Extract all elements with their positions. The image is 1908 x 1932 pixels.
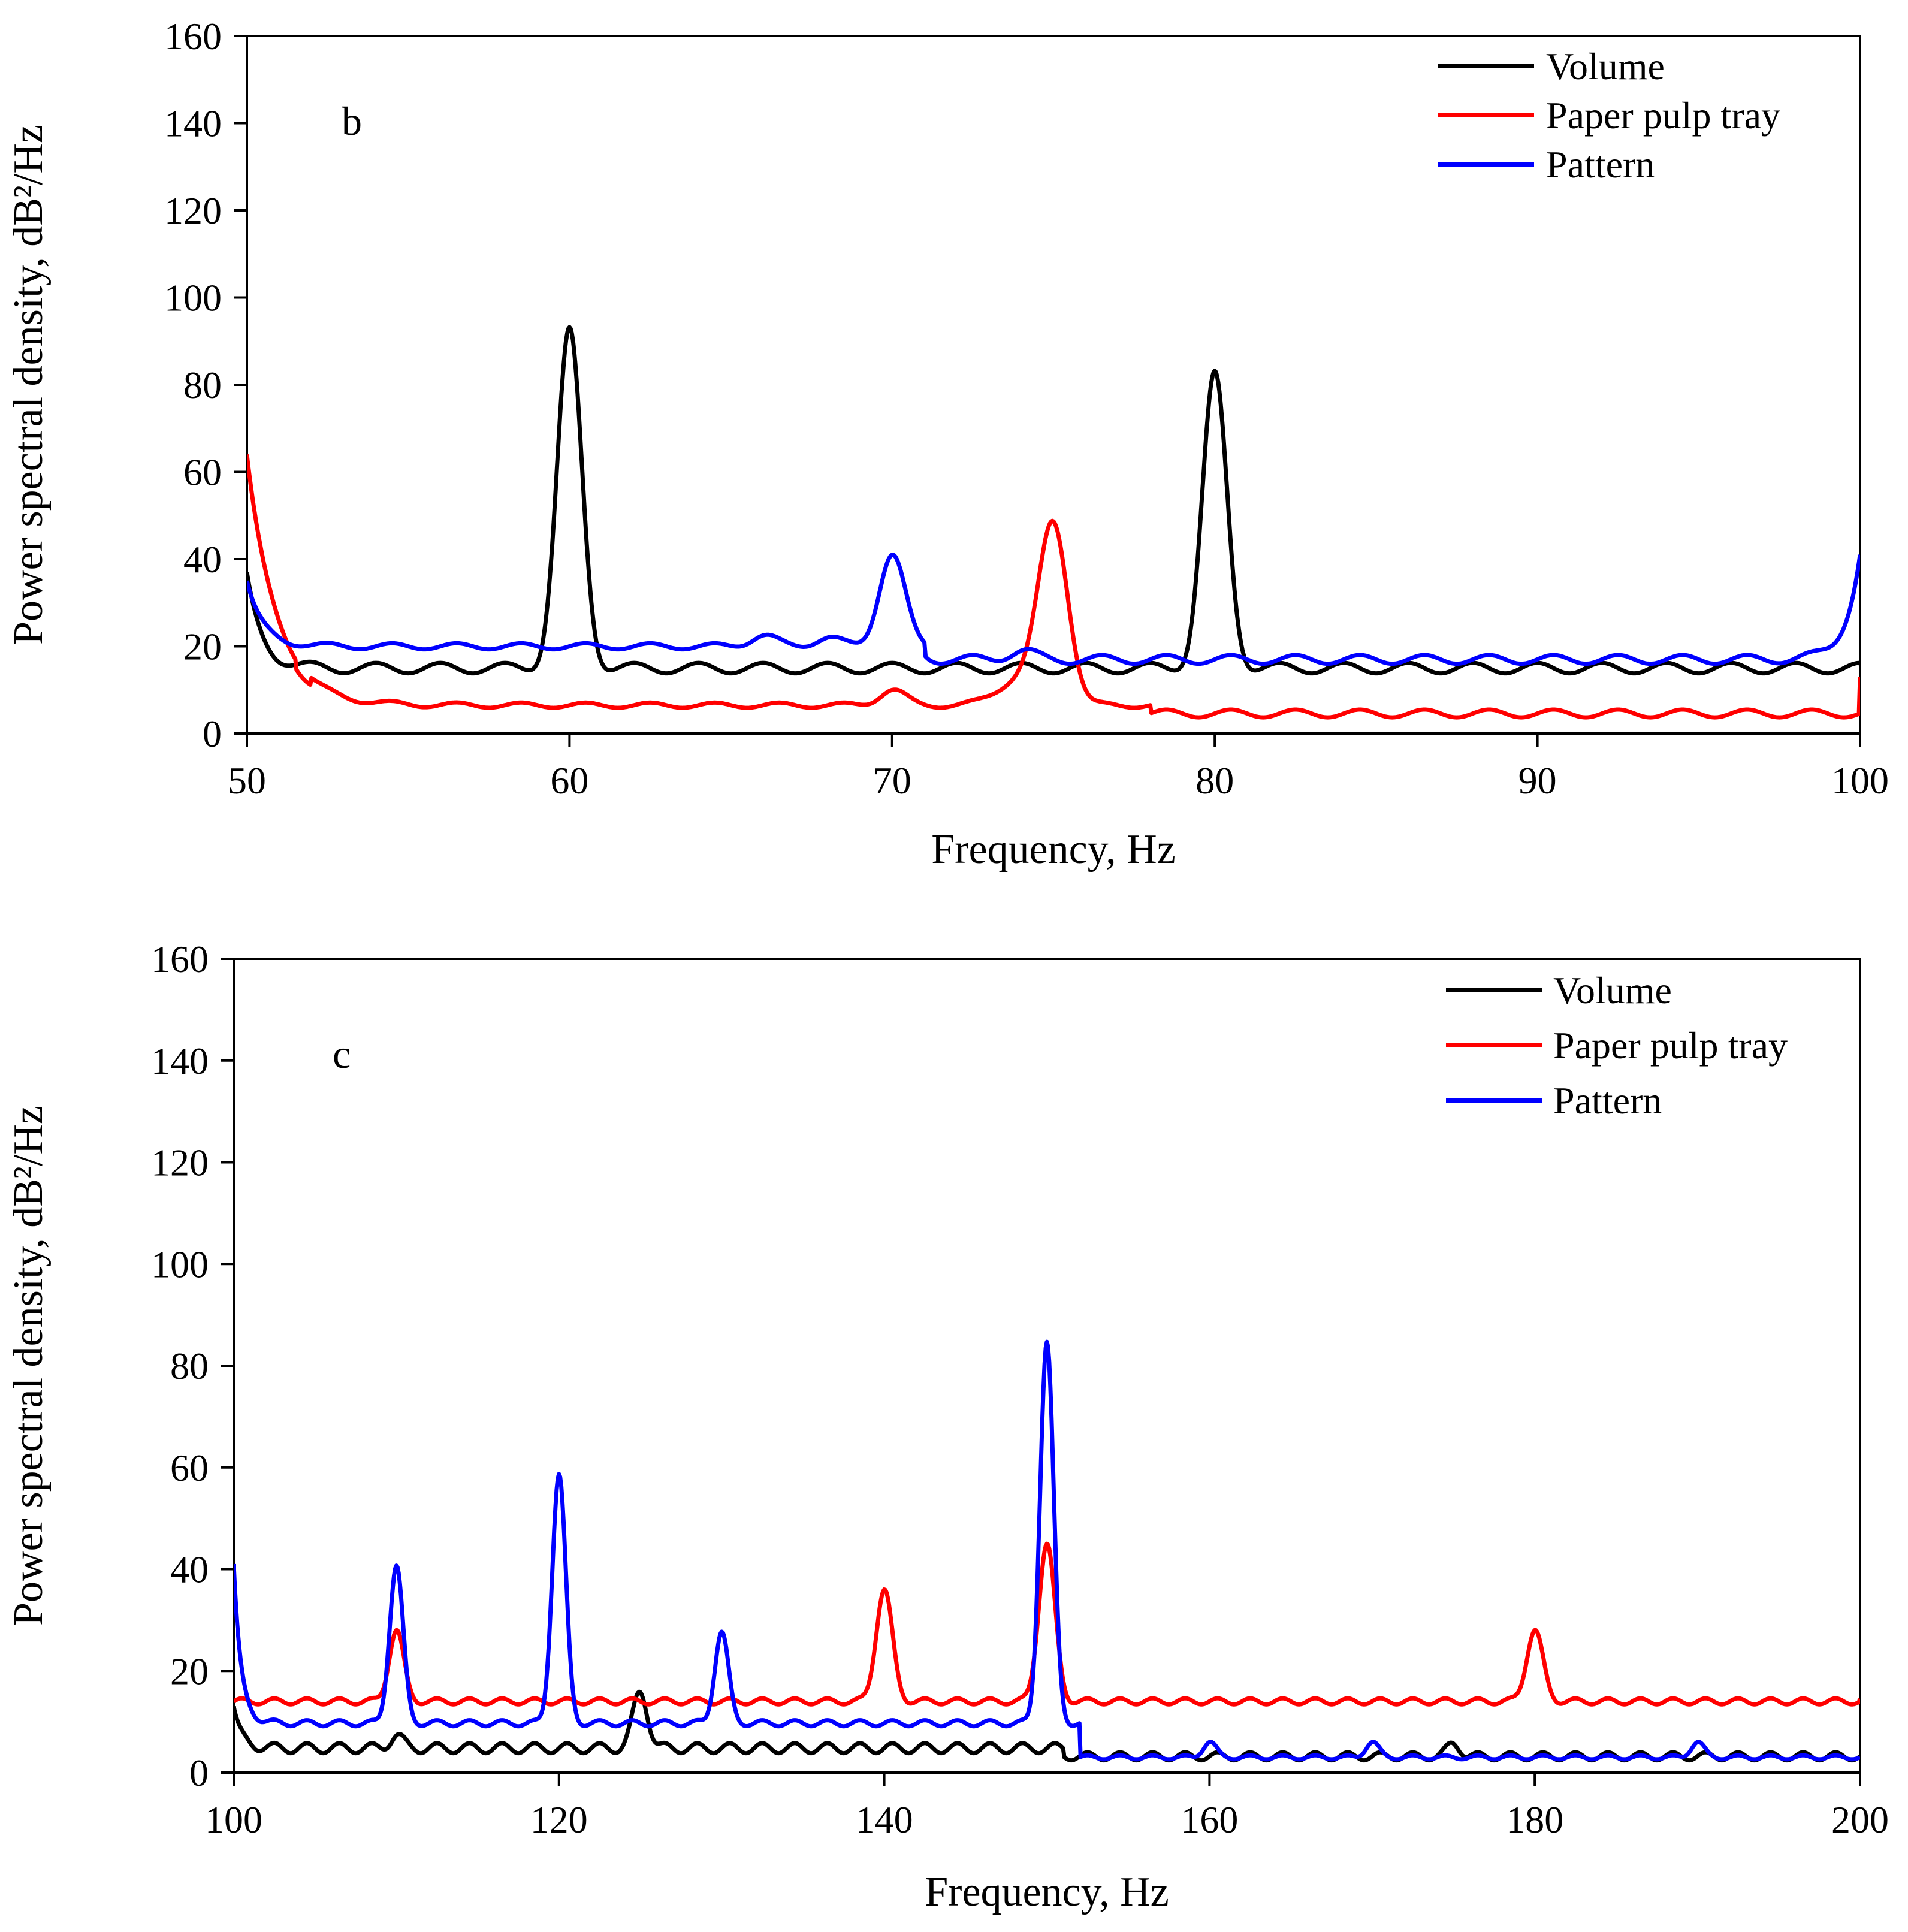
series-line-paper-pulp-tray — [247, 454, 1860, 720]
y-tick-label: 120 — [151, 1142, 209, 1184]
panel-label: c — [333, 1031, 351, 1077]
x-tick-label: 70 — [873, 759, 911, 802]
legend-label: Pattern — [1546, 143, 1655, 186]
y-tick-label: 100 — [164, 277, 222, 319]
y-tick-label: 40 — [170, 1548, 209, 1591]
x-tick-label: 180 — [1506, 1798, 1563, 1841]
y-tick-label: 60 — [170, 1447, 209, 1489]
x-tick-label: 100 — [1831, 759, 1889, 802]
y-tick-label: 80 — [170, 1345, 209, 1387]
y-tick-label: 20 — [170, 1650, 209, 1692]
y-tick-label: 160 — [164, 15, 222, 58]
plot-frame — [246, 35, 1861, 735]
x-axis-title: Frequency, Hz — [931, 826, 1176, 873]
x-tick-label: 160 — [1181, 1798, 1238, 1841]
y-tick-label: 20 — [183, 626, 222, 668]
series-line-volume — [247, 325, 1860, 676]
x-tick-label: 80 — [1195, 759, 1234, 802]
x-tick-label: 60 — [550, 759, 588, 802]
y-tick-label: 140 — [164, 102, 222, 145]
y-tick-label: 140 — [151, 1040, 209, 1082]
x-tick-label: 50 — [228, 759, 266, 802]
panel-label: b — [342, 98, 362, 144]
legend-label: Volume — [1553, 969, 1672, 1012]
y-tick-label: 60 — [183, 451, 222, 494]
x-tick-label: 120 — [530, 1798, 588, 1841]
chart-panel-b: 0 20 40 60 80 100 120 140 160 50 60 70 80 90 100 Freque… — [5, 15, 1889, 873]
x-tick-label: 100 — [205, 1798, 262, 1841]
y-axis-title: Power spectral density, dB²/Hz — [5, 125, 52, 645]
legend: Volume Paper pulp tray Pattern — [1438, 45, 1780, 186]
y-tick-label: 160 — [151, 938, 209, 980]
legend-label: Volume — [1546, 45, 1665, 87]
legend: Volume Paper pulp tray Pattern — [1446, 969, 1788, 1122]
series-line-pattern — [247, 553, 1860, 666]
x-tick-label: 90 — [1518, 759, 1557, 802]
x-tick-label: 200 — [1831, 1798, 1889, 1841]
y-axis-title: Power spectral density, dB²/Hz — [5, 1106, 52, 1626]
y-tick-label: 80 — [183, 364, 222, 406]
series-line-pattern — [234, 1339, 1860, 1762]
y-tick-label: 0 — [189, 1752, 209, 1794]
y-tick-label: 100 — [151, 1243, 209, 1285]
x-tick-label: 140 — [856, 1798, 913, 1841]
y-tick-label: 120 — [164, 189, 222, 232]
legend-label: Pattern — [1553, 1079, 1662, 1122]
series-line-paper-pulp-tray — [234, 1541, 1860, 1707]
legend-label: Paper pulp tray — [1553, 1024, 1788, 1067]
x-axis-title: Frequency, Hz — [925, 1869, 1169, 1915]
y-tick-label: 0 — [203, 713, 222, 755]
y-tick-label: 40 — [183, 538, 222, 581]
legend-label: Paper pulp tray — [1546, 94, 1780, 137]
chart-panel-c: 0 20 40 60 80 100 120 140 160 100 120 140 160 180 200 F… — [5, 938, 1889, 1915]
